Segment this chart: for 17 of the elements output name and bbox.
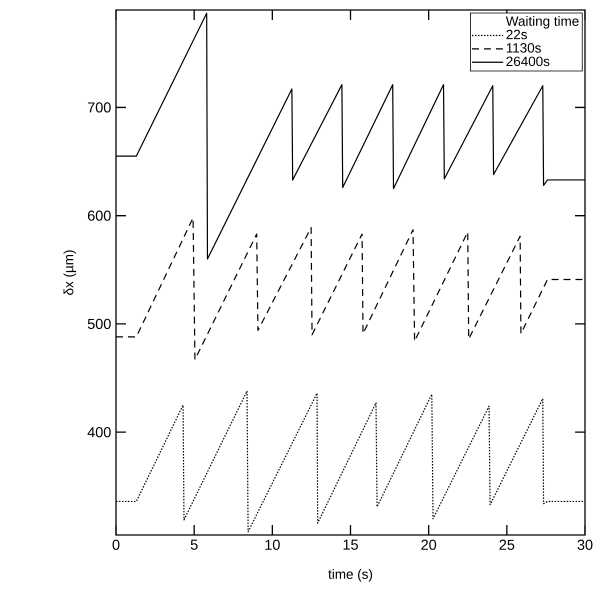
y-tick-label: 600 <box>88 210 111 221</box>
legend-title: Waiting time <box>506 16 579 29</box>
x-tick-label: 20 <box>421 540 436 550</box>
y-tick-label: 500 <box>88 318 111 330</box>
x-tick-label: 30 <box>578 540 592 550</box>
y-axis-title: δx (µm) <box>64 250 76 295</box>
x-tick-label: 25 <box>500 540 514 550</box>
x-tick-label: 10 <box>265 540 280 550</box>
legend-label: 22s <box>506 30 527 40</box>
x-axis-title: time (s) <box>328 569 372 582</box>
legend-label: 26400s <box>506 56 550 66</box>
x-tick-label: 0 <box>112 540 120 550</box>
x-tick-label: 5 <box>190 540 198 550</box>
legend-label: 1130s <box>506 43 541 53</box>
x-tick-label: 15 <box>344 540 358 550</box>
y-tick-label: 400 <box>88 427 111 438</box>
y-tick-label: 700 <box>88 102 111 113</box>
